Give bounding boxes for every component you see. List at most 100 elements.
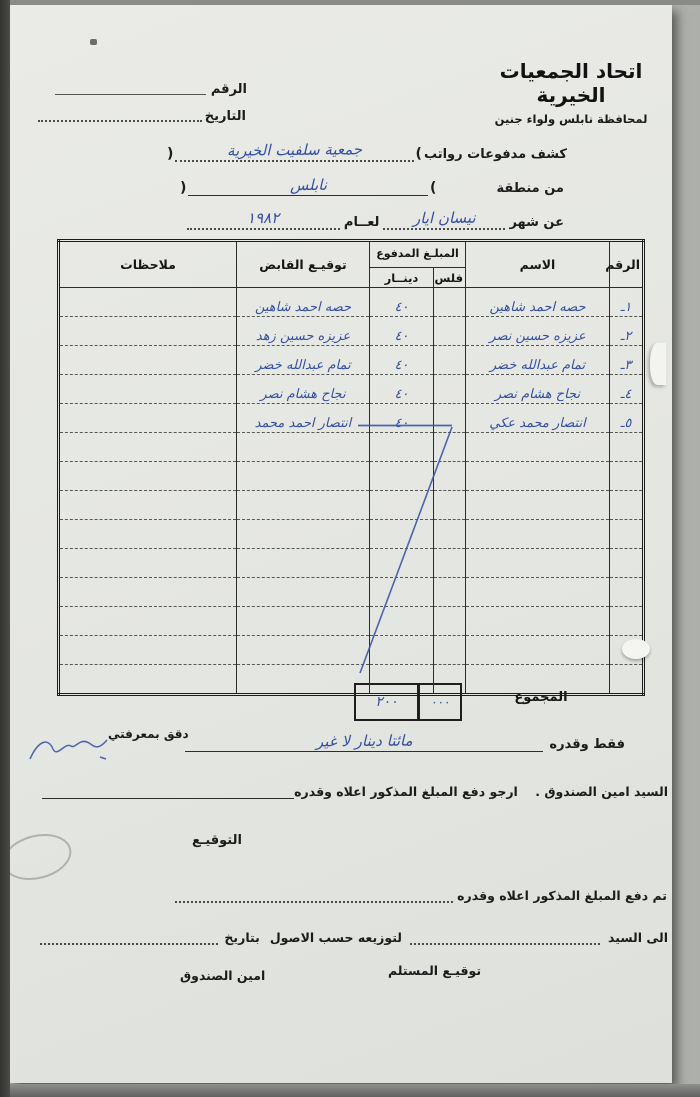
cell-dinar [368, 548, 435, 578]
cell-fils [433, 403, 466, 433]
cell-dinar [368, 490, 435, 520]
pencil-mark [10, 827, 77, 887]
amount-words-field: فقط وقدره مائتا دينار لا غير [185, 726, 625, 752]
month-label: عن شهر [509, 215, 564, 230]
treasurer-request-line [42, 776, 295, 799]
treasurer-request-field: السيد امين الصندوق . ارجو دفع المبلغ الم… [40, 777, 668, 799]
cell-dinar [368, 664, 435, 695]
cell-num [609, 664, 644, 695]
cell-fils [433, 490, 466, 520]
paid-label: تم دفع المبلغ المذكور اعلاه وقدره [457, 888, 667, 903]
scan-edge-top [0, 0, 700, 5]
cell-notes [58, 577, 237, 607]
cell-notes [58, 432, 237, 462]
audited-label: دقق بمعرفتي [108, 727, 189, 741]
year-value-handwritten: ١٩٨٢ [247, 208, 280, 228]
cell-name: حصه احمد شاهين [465, 287, 610, 317]
cell-notes [58, 403, 237, 433]
date-label: التاريخ [204, 109, 246, 124]
table-row [58, 519, 644, 549]
cell-num [609, 606, 644, 636]
month-line: نيسان ايار [383, 209, 506, 230]
paid-field: تم دفع المبلغ المذكور اعلاه وقدره [173, 881, 667, 903]
cell-dinar [368, 635, 435, 665]
cell-num [609, 577, 644, 607]
col-header-number: الرقم [605, 240, 644, 288]
table-row: ١ـ حصه احمد شاهين ٤٠ حصه احمد شاهين [58, 287, 644, 317]
cell-num: ١ـ [609, 287, 644, 317]
col-header-amount: المبلـغ المدفوع [368, 240, 467, 268]
amount-words-line: مائتا دينار لا غير [185, 725, 544, 752]
paper-hole [622, 639, 650, 659]
society-value-handwritten: جمعية سلفيت الخيرية [226, 140, 363, 160]
form-page: اتحاد الجمعيات الخيرية لمحافظة نابلس ولو… [10, 5, 672, 1083]
cell-signature [235, 519, 370, 549]
cell-notes [58, 548, 237, 578]
date-field: التاريخ [38, 104, 246, 124]
treasurer-signature-label: امين الصندوق [180, 968, 266, 983]
society-field: كشف مدفوعات رواتب ( جمعية سلفيت الخيرية … [165, 136, 567, 162]
cell-fils [433, 287, 466, 317]
table-row: ٤ـ نجاح هشام نصر ٤٠ نجاح هشام نصر [58, 374, 644, 404]
recipient-field: الى السيد لتوزيعه حسب الاصول بتاريخ [40, 923, 668, 945]
cell-notes [58, 345, 237, 375]
cell-fils [433, 664, 466, 695]
cell-notes [58, 606, 237, 636]
signature-label: التوقيـع [192, 833, 242, 848]
cell-notes [58, 664, 237, 695]
cell-dinar: ٤٠ [368, 345, 435, 375]
cell-num [609, 461, 644, 491]
cell-dinar [368, 461, 435, 491]
ink-speck [90, 39, 97, 45]
scan-edge-left [0, 0, 10, 1097]
cell-fils [433, 461, 466, 491]
cell-name [465, 432, 610, 462]
cell-signature: عزيزه حسين زهد [235, 316, 370, 346]
cell-name: نجاح هشام نصر [465, 374, 610, 404]
paper-tear [650, 343, 666, 385]
cell-name [465, 606, 610, 636]
cell-signature: حصه احمد شاهين [235, 287, 370, 317]
cell-name [465, 548, 610, 578]
cell-signature: نجاح هشام نصر [235, 374, 370, 404]
cell-dinar: ٤٠ [368, 316, 435, 346]
table-row [58, 461, 644, 491]
cell-num [609, 432, 644, 462]
cell-signature: تمام عبدالله خضر [235, 345, 370, 375]
table-row [58, 432, 644, 462]
payments-label: كشف مدفوعات رواتب [423, 147, 567, 162]
distribute-label: لتوزيعه حسب الاصول [269, 930, 402, 945]
to-label: الى السيد [608, 930, 668, 945]
cell-name: عزيزه حسين نصر [465, 316, 610, 346]
scan-edge-bottom [0, 1084, 700, 1097]
date2-label: بتاريخ [224, 930, 260, 945]
table-row [58, 577, 644, 607]
paren-close: ) [167, 146, 174, 162]
cell-num [609, 519, 644, 549]
cell-signature [235, 461, 370, 491]
cell-notes [58, 461, 237, 491]
cell-num: ٢ـ [609, 316, 644, 346]
cell-num [609, 490, 644, 520]
cell-signature [235, 548, 370, 578]
month-field: عن شهر نيسان ايار لعــام ١٩٨٢ [183, 204, 564, 230]
cell-dinar: ٤٠ [368, 287, 435, 317]
cell-dinar [368, 606, 435, 636]
org-header: اتحاد الجمعيات الخيرية لمحافظة نابلس ولو… [462, 59, 672, 126]
cell-name [465, 490, 610, 520]
cell-dinar [368, 432, 435, 462]
paren-close: ) [180, 180, 187, 196]
col-header-notes: ملاحظات [58, 240, 237, 288]
cell-dinar: ٤٠ [368, 374, 435, 404]
society-line: جمعية سلفيت الخيرية [175, 134, 414, 162]
amount-words-label: فقط وقدره [549, 737, 625, 752]
table-row [58, 490, 644, 520]
table-row: ٥ـ انتصار محمد عكي ٤٠ انتصار احمد محمد [58, 403, 644, 433]
cell-num: ٥ـ [609, 403, 644, 433]
year-label: لعــام [343, 215, 380, 230]
cell-name [465, 519, 610, 549]
cell-notes [58, 374, 237, 404]
date2-blank-line [40, 921, 219, 945]
cell-signature [235, 664, 370, 695]
